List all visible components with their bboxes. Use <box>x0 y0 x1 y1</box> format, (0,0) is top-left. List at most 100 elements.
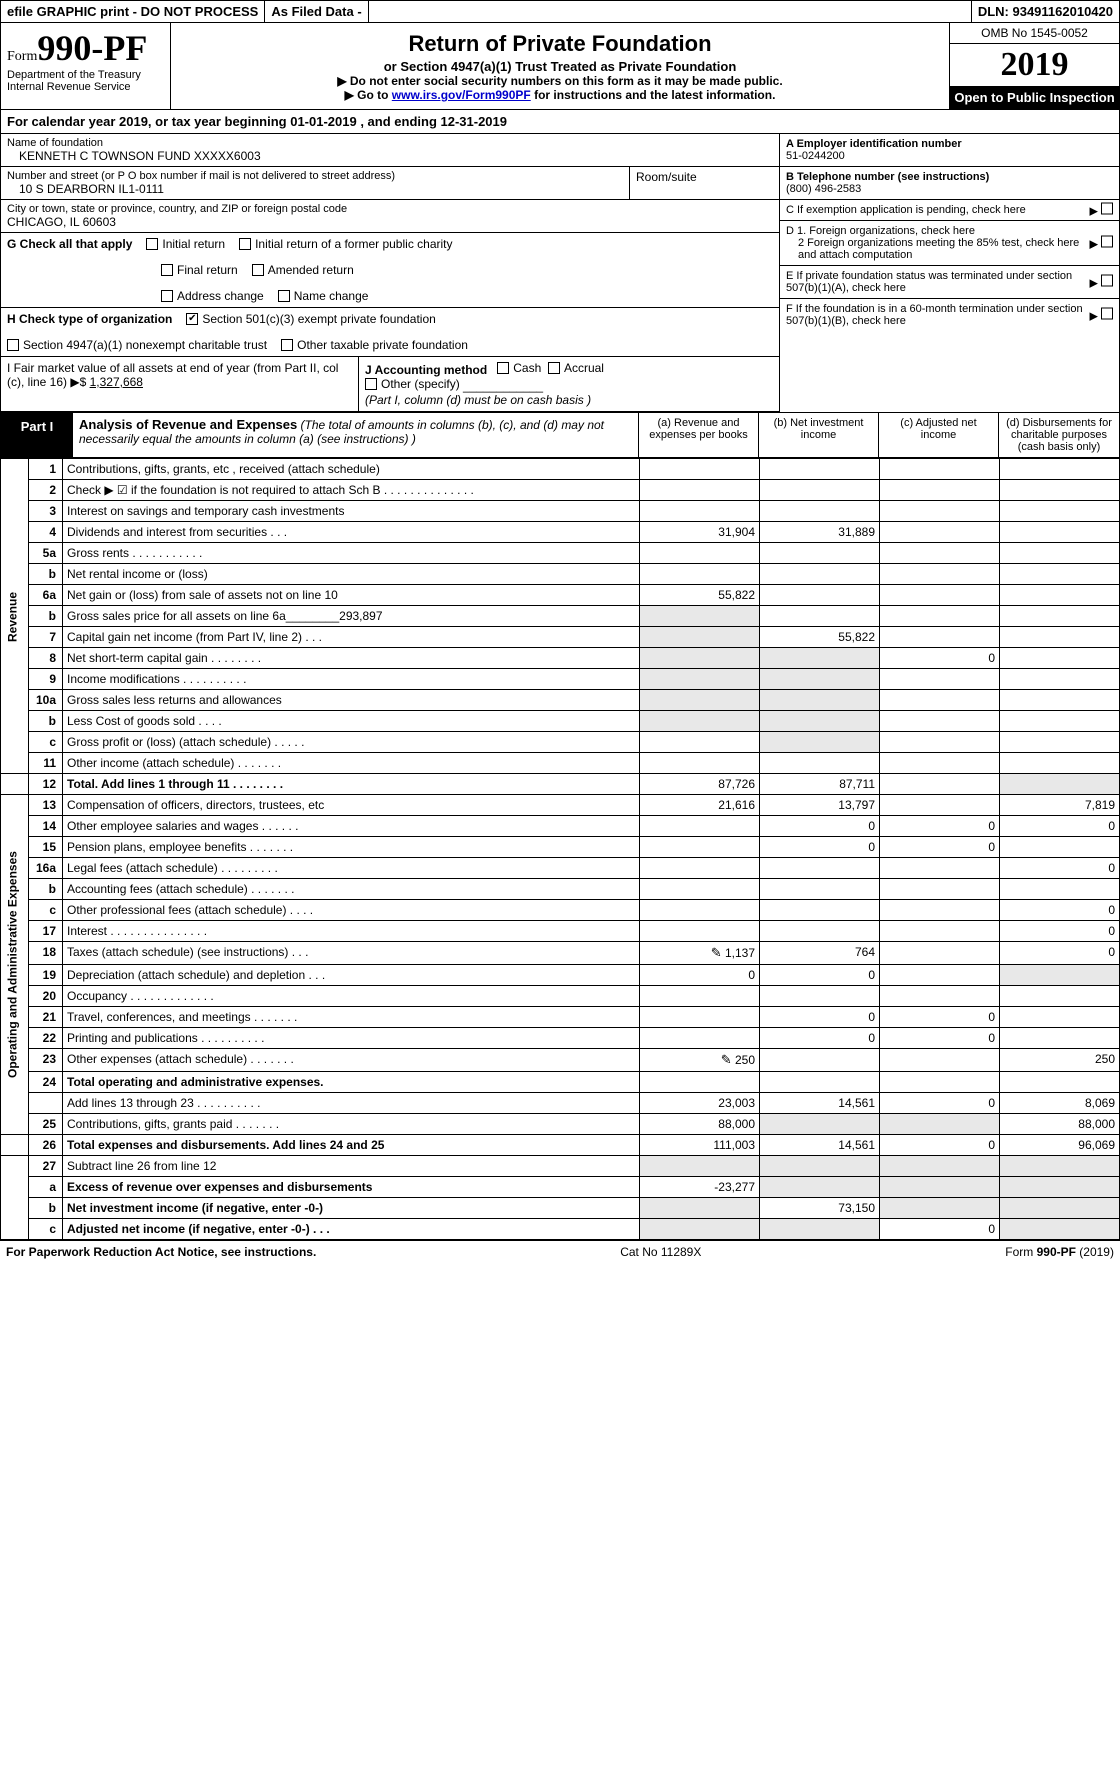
checkbox-name-change[interactable] <box>278 290 290 302</box>
table-row: 2Check ▶ ☑ if the foundation is not requ… <box>1 480 1120 501</box>
d2-label: 2 Foreign organizations meeting the 85% … <box>786 237 1113 261</box>
col-d-header: (d) Disbursements for charitable purpose… <box>999 413 1119 457</box>
entity-info: Name of foundation KENNETH C TOWNSON FUN… <box>0 134 1120 413</box>
checkbox-4947a1[interactable] <box>7 339 19 351</box>
checkbox-e[interactable] <box>1101 275 1113 287</box>
table-row: 10aGross sales less returns and allowanc… <box>1 690 1120 711</box>
phone: (800) 496-2583 <box>786 183 861 195</box>
table-row: 5aGross rents . . . . . . . . . . . <box>1 543 1120 564</box>
table-row: 25Contributions, gifts, grants paid . . … <box>1 1114 1120 1135</box>
cat-number: Cat No 11289X <box>620 1245 701 1259</box>
form-header: Form990-PF Department of the Treasury In… <box>0 23 1120 110</box>
instr-1: ▶ Do not enter social security numbers o… <box>177 74 943 88</box>
checkbox-initial-former[interactable] <box>239 238 251 250</box>
table-row: 8Net short-term capital gain . . . . . .… <box>1 648 1120 669</box>
top-bar: efile GRAPHIC print - DO NOT PROCESS As … <box>0 0 1120 23</box>
pencil-icon[interactable]: ✎ <box>711 945 722 960</box>
table-row: cOther professional fees (attach schedul… <box>1 900 1120 921</box>
open-inspection: Open to Public Inspection <box>950 86 1119 109</box>
checkbox-f[interactable] <box>1101 308 1113 320</box>
c-label: C If exemption application is pending, c… <box>786 204 1026 216</box>
table-row: 16aLegal fees (attach schedule) . . . . … <box>1 858 1120 879</box>
section-h: H Check type of organization Section 501… <box>1 308 779 357</box>
table-row: 23Other expenses (attach schedule) . . .… <box>1 1049 1120 1072</box>
expenses-side-label: Operating and Administrative Expenses <box>1 795 29 1135</box>
city-label: City or town, state or province, country… <box>7 203 773 215</box>
page-footer: For Paperwork Reduction Act Notice, see … <box>0 1240 1120 1263</box>
checkbox-initial-return[interactable] <box>146 238 158 250</box>
col-a-header: (a) Revenue and expenses per books <box>639 413 759 457</box>
omb-number: OMB No 1545-0052 <box>950 23 1119 44</box>
col-b-header: (b) Net investment income <box>759 413 879 457</box>
table-row: bAccounting fees (attach schedule) . . .… <box>1 879 1120 900</box>
section-i: I Fair market value of all assets at end… <box>1 357 359 411</box>
table-row: Add lines 13 through 23 . . . . . . . . … <box>1 1093 1120 1114</box>
form-subtitle: or Section 4947(a)(1) Trust Treated as P… <box>177 59 943 74</box>
table-row: aExcess of revenue over expenses and dis… <box>1 1177 1120 1198</box>
instr-2: ▶ Go to www.irs.gov/Form990PF for instru… <box>177 88 943 102</box>
ein: 51-0244200 <box>786 150 845 162</box>
table-row: 17Interest . . . . . . . . . . . . . . .… <box>1 921 1120 942</box>
dept-treasury: Department of the Treasury <box>7 69 164 81</box>
table-row: bGross sales price for all assets on lin… <box>1 606 1120 627</box>
table-row: 21Travel, conferences, and meetings . . … <box>1 1007 1120 1028</box>
efile-notice: efile GRAPHIC print - DO NOT PROCESS <box>1 1 265 22</box>
f-label: F If the foundation is in a 60-month ter… <box>786 303 1113 327</box>
e-label: E If private foundation status was termi… <box>786 270 1113 294</box>
checkbox-cash[interactable] <box>497 362 509 374</box>
room-suite-label: Room/suite <box>629 167 779 199</box>
checkbox-address-change[interactable] <box>161 290 173 302</box>
table-row: 11Other income (attach schedule) . . . .… <box>1 753 1120 774</box>
checkbox-amended[interactable] <box>252 264 264 276</box>
section-g: G Check all that apply Initial return In… <box>1 233 779 308</box>
phone-label: B Telephone number (see instructions) <box>786 171 989 183</box>
table-row: 15Pension plans, employee benefits . . .… <box>1 837 1120 858</box>
table-row: 22Printing and publications . . . . . . … <box>1 1028 1120 1049</box>
table-row: cAdjusted net income (if negative, enter… <box>1 1219 1120 1240</box>
table-row: 12Total. Add lines 1 through 11 . . . . … <box>1 774 1120 795</box>
as-filed: As Filed Data - <box>265 1 368 22</box>
table-row: 3Interest on savings and temporary cash … <box>1 501 1120 522</box>
revenue-side-label: Revenue <box>1 459 29 774</box>
part-1-title: Analysis of Revenue and Expenses <box>79 417 297 432</box>
table-row: Operating and Administrative Expenses 13… <box>1 795 1120 816</box>
foundation-name: KENNETH C TOWNSON FUND XXXXX6003 <box>7 149 773 163</box>
paperwork-notice: For Paperwork Reduction Act Notice, see … <box>6 1245 316 1259</box>
table-row: 4Dividends and interest from securities … <box>1 522 1120 543</box>
table-row: 6aNet gain or (loss) from sale of assets… <box>1 585 1120 606</box>
calendar-year: For calendar year 2019, or tax year begi… <box>0 110 1120 134</box>
col-c-header: (c) Adjusted net income <box>879 413 999 457</box>
fmv-assets: 1,327,668 <box>90 375 143 389</box>
checkbox-other-method[interactable] <box>365 378 377 390</box>
form-number: Form990-PF <box>7 27 164 69</box>
checkbox-501c3[interactable] <box>186 313 198 325</box>
part-1-table: Revenue 1Contributions, gifts, grants, e… <box>0 458 1120 1240</box>
table-row: bNet investment income (if negative, ent… <box>1 1198 1120 1219</box>
irs-link[interactable]: www.irs.gov/Form990PF <box>392 88 531 102</box>
section-j: J Accounting method Cash Accrual Other (… <box>359 357 779 411</box>
pencil-icon[interactable]: ✎ <box>721 1052 732 1067</box>
checkbox-accrual[interactable] <box>548 362 560 374</box>
table-row: 14Other employee salaries and wages . . … <box>1 816 1120 837</box>
street-address: 10 S DEARBORN IL1-0111 <box>7 182 623 196</box>
tax-year: 2019 <box>950 44 1119 86</box>
table-row: bLess Cost of goods sold . . . . <box>1 711 1120 732</box>
ein-label: A Employer identification number <box>786 138 962 150</box>
table-row: 27Subtract line 26 from line 12 <box>1 1156 1120 1177</box>
table-row: bNet rental income or (loss) <box>1 564 1120 585</box>
form-title: Return of Private Foundation <box>177 31 943 57</box>
part-1-label: Part I <box>1 413 73 457</box>
table-row: 19Depreciation (attach schedule) and dep… <box>1 965 1120 986</box>
addr-label: Number and street (or P O box number if … <box>7 170 623 182</box>
table-row: 26Total expenses and disbursements. Add … <box>1 1135 1120 1156</box>
checkbox-final-return[interactable] <box>161 264 173 276</box>
checkbox-other-taxable[interactable] <box>281 339 293 351</box>
irs: Internal Revenue Service <box>7 81 164 93</box>
city-state-zip: CHICAGO, IL 60603 <box>7 215 773 229</box>
part-1-header: Part I Analysis of Revenue and Expenses … <box>0 413 1120 458</box>
checkbox-d2[interactable] <box>1101 236 1113 248</box>
dln: DLN: 93491162010420 <box>972 1 1119 22</box>
table-row: 20Occupancy . . . . . . . . . . . . . <box>1 986 1120 1007</box>
checkbox-c[interactable] <box>1101 203 1113 215</box>
table-row: cGross profit or (loss) (attach schedule… <box>1 732 1120 753</box>
